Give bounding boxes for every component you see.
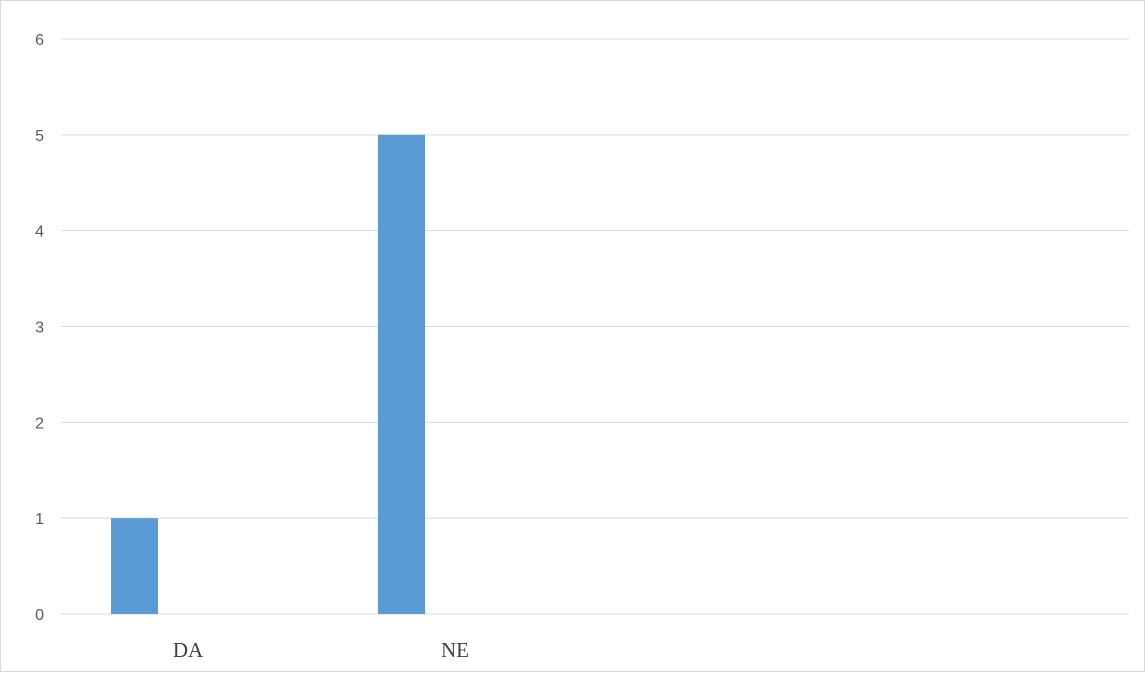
y-tick-label: 0 (35, 607, 44, 624)
y-tick-label: 4 (35, 224, 44, 241)
y-tick-label: 1 (35, 511, 44, 528)
y-tick-label: 3 (35, 320, 44, 337)
bar-NE (378, 134, 425, 615)
y-tick-label: 5 (35, 128, 44, 145)
x-tick-label: DA (173, 638, 204, 662)
x-tick-label: NE (441, 638, 469, 662)
y-tick-label: 2 (35, 415, 44, 432)
bar-DA (111, 518, 158, 614)
y-tick-label: 6 (35, 32, 44, 49)
